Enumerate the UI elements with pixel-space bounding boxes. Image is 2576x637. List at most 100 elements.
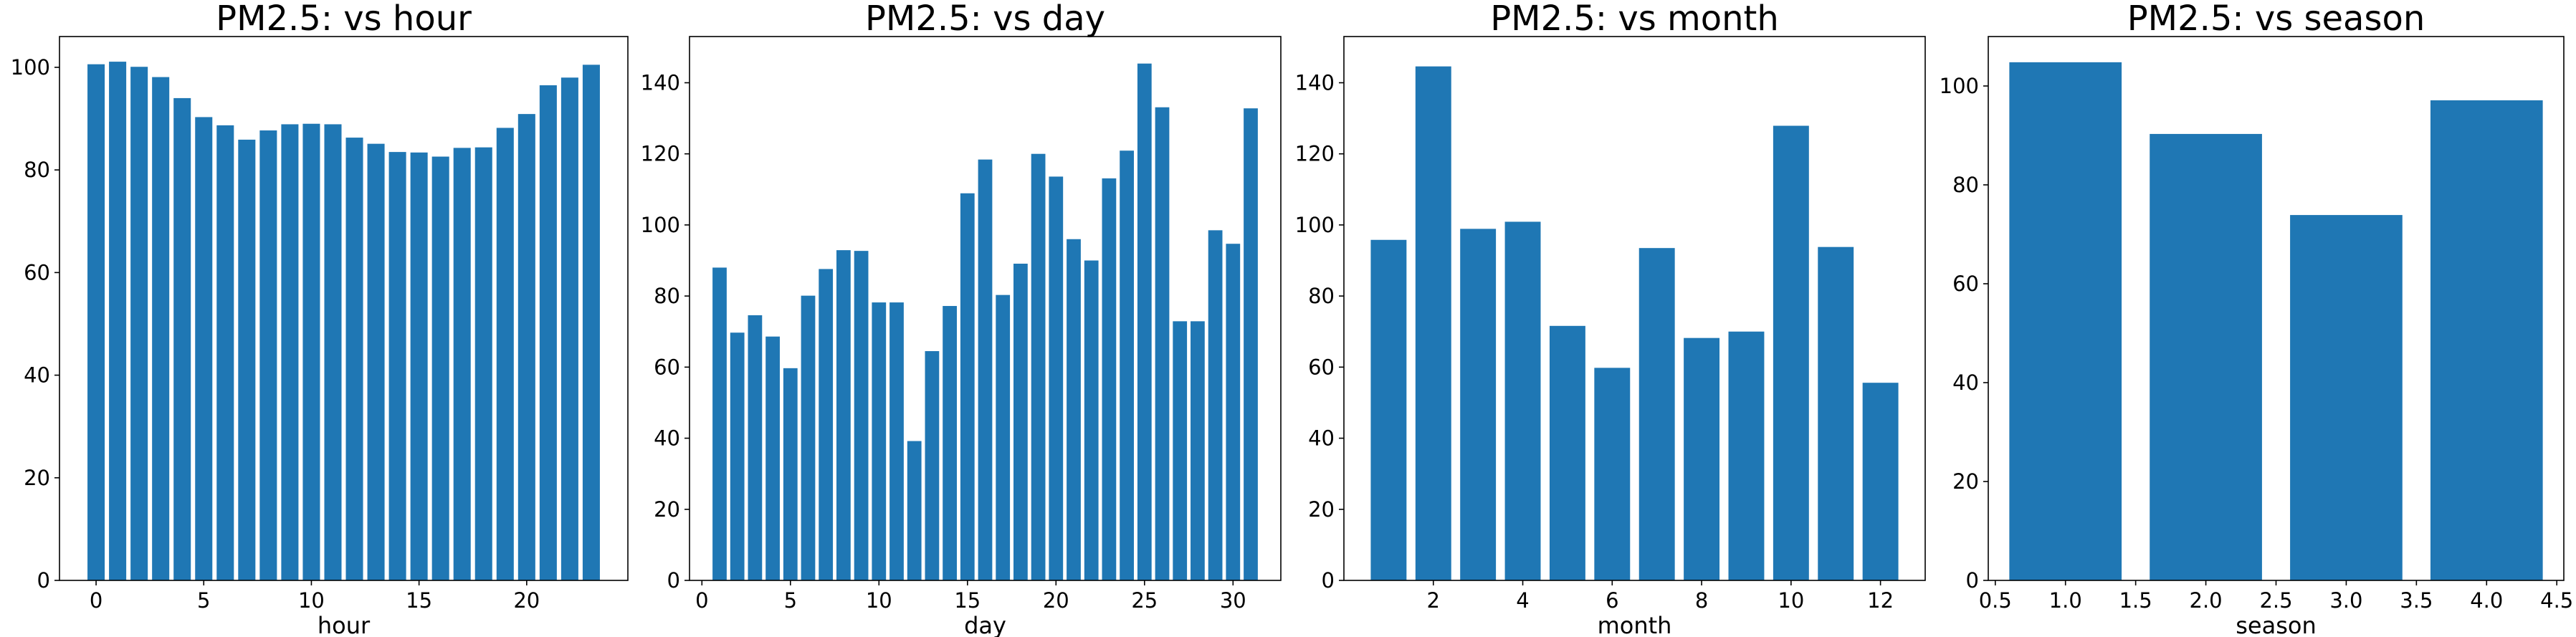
bar [1773, 125, 1809, 580]
x-axis-ticks: 0.5 1.0 1.5 2.0 2.5 3.0 3.5 4.0 4.5 [1979, 580, 2573, 613]
x-tick-label: 20 [513, 588, 540, 613]
bar [1031, 153, 1046, 580]
y-tick-label: 20 [654, 497, 680, 522]
x-axis-label: month [1598, 612, 1672, 637]
y-tick-label: 60 [24, 260, 50, 284]
bar [730, 332, 745, 580]
bar [1549, 325, 1585, 580]
x-tick-label: 4.0 [2470, 588, 2503, 613]
y-axis-ticks: 0 20 40 60 80 100 120 140 [641, 70, 690, 593]
y-axis-ticks: 0 20 40 60 80 100 [11, 55, 59, 593]
bar [836, 250, 851, 580]
bar [996, 294, 1011, 580]
bar [1818, 246, 1854, 580]
bar [1862, 383, 1899, 580]
bar [431, 156, 449, 581]
y-axis-ticks: 0 20 40 60 80 100 [1940, 74, 1988, 593]
bar [324, 124, 342, 580]
bar [1137, 63, 1152, 580]
bar [712, 267, 727, 580]
chart-pm25-vs-month: PM2.5: vs month month 2 4 6 8 10 120204060801… [1295, 0, 1926, 637]
x-tick-label: 3.5 [2400, 588, 2433, 613]
x-axis-label: season [2236, 612, 2317, 637]
x-tick-label: 0 [90, 588, 102, 613]
x-tick-label: 1.0 [2049, 588, 2082, 613]
x-tick-label: 15 [954, 588, 981, 613]
y-tick-label: 120 [1295, 142, 1335, 166]
bar [854, 251, 869, 580]
y-tick-label: 100 [1940, 74, 1979, 98]
bar [1370, 239, 1407, 580]
bar [109, 62, 127, 581]
y-tick-label: 80 [1308, 284, 1335, 308]
bar [1049, 176, 1064, 580]
bar [1013, 263, 1028, 580]
y-tick-label: 0 [1322, 568, 1335, 593]
x-tick-label: 0.5 [1979, 588, 2012, 613]
x-tick-label: 20 [1043, 588, 1069, 613]
y-tick-label: 100 [641, 213, 680, 237]
bar [1638, 248, 1675, 580]
bar [1102, 178, 1117, 580]
y-tick-label: 80 [24, 158, 50, 182]
bar [517, 114, 535, 580]
bar [560, 77, 578, 580]
bar [173, 97, 191, 581]
x-tick-label: 4.5 [2540, 588, 2573, 613]
bar [1504, 221, 1541, 580]
bar [2290, 215, 2403, 580]
y-tick-label: 0 [667, 568, 680, 593]
bar [1084, 260, 1099, 580]
y-axis-ticks: 0 20 40 60 80 100 120 140 [1295, 70, 1344, 593]
chart-title: PM2.5: vs hour [216, 0, 472, 39]
bar [943, 306, 957, 580]
x-tick-label: 0 [695, 588, 708, 613]
x-axis-ticks: 0 5 10 15 20 25 30 [695, 580, 1246, 613]
x-tick-label: 25 [1131, 588, 1158, 613]
y-tick-label: 80 [1952, 173, 1979, 197]
bar [1244, 108, 1258, 580]
bar [1191, 321, 1205, 580]
bars [1370, 66, 1899, 581]
y-tick-label: 140 [1295, 70, 1335, 95]
y-tick-label: 0 [1966, 568, 1979, 593]
bars [2009, 62, 2543, 580]
y-tick-label: 40 [24, 363, 50, 388]
chart-pm25-vs-hour: PM2.5: vs hour hour 0 5 10 15 20 0 20 40 60 80 100 [11, 0, 629, 637]
bar [281, 124, 299, 580]
bar [1684, 337, 1720, 580]
bar [978, 159, 993, 580]
x-tick-label: 30 [1220, 588, 1246, 613]
y-tick-label: 40 [654, 426, 680, 451]
x-tick-label: 5 [784, 588, 797, 613]
y-tick-label: 40 [1952, 370, 1979, 395]
bar [819, 269, 834, 580]
bar [130, 67, 148, 580]
bar [152, 77, 170, 580]
bar [367, 143, 385, 580]
bar [801, 295, 816, 580]
x-tick-label: 1.5 [2119, 588, 2152, 613]
bar [925, 351, 940, 580]
y-tick-label: 60 [1308, 355, 1335, 379]
y-tick-label: 0 [37, 568, 50, 593]
x-tick-label: 6 [1606, 588, 1618, 613]
bar [765, 336, 780, 580]
x-tick-label: 10 [1778, 588, 1804, 613]
x-tick-label: 2.0 [2190, 588, 2223, 613]
x-tick-label: 10 [298, 588, 325, 613]
y-tick-label: 60 [1952, 272, 1979, 296]
axes-frame [59, 36, 629, 581]
bar [2150, 133, 2262, 580]
bars [87, 62, 600, 581]
x-tick-label: 4 [1516, 588, 1529, 613]
chart-title: PM2.5: vs month [1490, 0, 1779, 39]
bar [216, 125, 234, 580]
bar [1155, 107, 1170, 581]
x-tick-label: 12 [1867, 588, 1894, 613]
bar [748, 315, 763, 580]
bar [783, 368, 798, 580]
x-tick-label: 8 [1695, 588, 1708, 613]
bar [388, 152, 406, 581]
bar [2430, 100, 2543, 580]
